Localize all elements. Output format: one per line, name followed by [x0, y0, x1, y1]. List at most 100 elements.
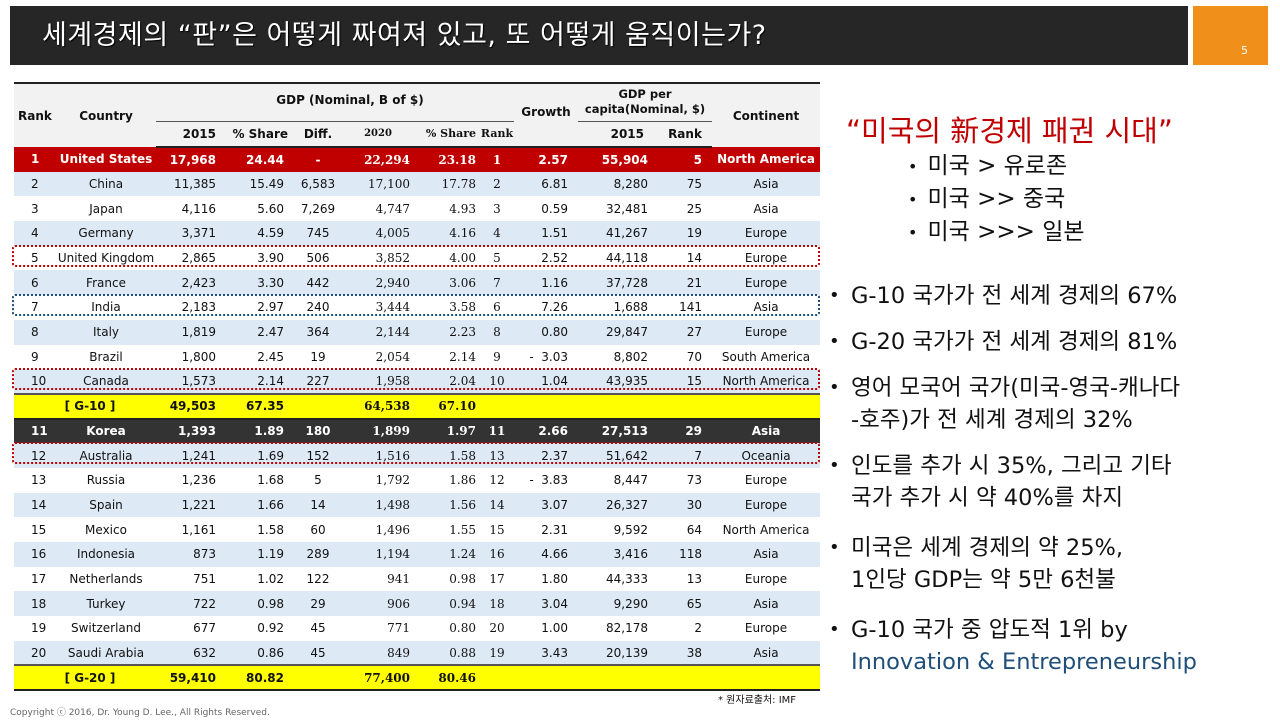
cell-gdp2020: 64,538	[342, 392, 414, 420]
header-rank: Rank	[14, 83, 56, 147]
cell-share2020: 1.86	[414, 467, 480, 493]
cell-growth: 1.80	[514, 566, 578, 592]
cell-country: Brazil	[56, 344, 156, 370]
cell-country: Germany	[56, 221, 156, 246]
cell-share2015: 0.92	[226, 616, 294, 641]
cell-rank: 19	[14, 616, 56, 641]
key-point-line: G-20 국가가 전 세계 경제의 81%	[851, 329, 1178, 355]
table-row-brazil: 9 Brazil 1,800 2.45 19 2,054 2.14 9 - 3.…	[14, 344, 821, 370]
cell-gdp2015: 1,393	[156, 418, 226, 444]
cell-gdp2020: 1,516	[342, 443, 414, 468]
cell-gdp2015: 17,968	[156, 147, 226, 172]
cell-rank: 4	[14, 221, 56, 246]
cell-continent: Asia	[712, 591, 821, 617]
cell-pcrank: 27	[658, 319, 713, 345]
cell-rank2020: 6	[480, 295, 514, 320]
cell-pc2015: 55,904	[578, 147, 658, 172]
cell-gdp2015: 1,161	[156, 517, 226, 542]
cell-continent: North America	[712, 369, 821, 394]
comparison-item: 미국 >> 중국	[908, 183, 1085, 216]
cell-rank: 9	[14, 344, 56, 370]
cell-empty	[294, 392, 342, 420]
header-pc-2015: 2015	[578, 121, 658, 148]
cell-rank2020: 14	[480, 492, 514, 518]
cell-rank: 10	[14, 369, 56, 394]
cell-growth: 3.07	[514, 492, 578, 518]
cell-country: Italy	[56, 319, 156, 345]
headline: “미국의 新경제 패권 시대”	[846, 108, 1173, 150]
cell-share2020: 1.97	[414, 418, 480, 444]
cell-share2020: 2.14	[414, 344, 480, 370]
cell-growth: 1.16	[514, 270, 578, 296]
cell-gdp2020: 849	[342, 640, 414, 666]
table-row-korea: 11 Korea 1,393 1.89 180 1,899 1.97 11 2.…	[14, 418, 821, 444]
cell-pc2015: 27,513	[578, 418, 658, 444]
cell-growth: 6.81	[514, 171, 578, 197]
cell-diff: 152	[294, 443, 342, 468]
cell-share2015: 1.89	[226, 418, 294, 444]
cell-growth: 1.51	[514, 221, 578, 246]
cell-pc2015: 9,592	[578, 517, 658, 542]
comparison-item: 미국 > 유로존	[908, 150, 1085, 183]
cell-gdp2015: 1,819	[156, 319, 226, 345]
cell-pcrank: 19	[658, 221, 713, 246]
table-row-netherlands: 17 Netherlands 751 1.02 122 941 0.98 17 …	[14, 566, 821, 592]
cell-growth: - 3.03	[514, 344, 578, 370]
cell-rank: 5	[14, 245, 56, 271]
cell-pcrank: 73	[658, 467, 713, 493]
key-point: G-20 국가가 전 세계 경제의 81%	[826, 326, 1177, 358]
cell-share2015: 80.82	[226, 664, 294, 692]
cell-continent: Asia	[712, 171, 821, 197]
cell-pcrank: 29	[658, 418, 713, 444]
cell-gdp2020: 3,444	[342, 295, 414, 320]
cell-share2020: 4.93	[414, 196, 480, 222]
cell-pcrank: 5	[658, 147, 713, 172]
cell-rank2020: 11	[480, 418, 514, 444]
source-note: * 원자료출처: IMF	[718, 695, 797, 706]
cell-continent: Europe	[712, 319, 821, 345]
cell-rank: 11	[14, 418, 56, 444]
headline-hanja: 新	[950, 114, 980, 148]
table-row-turkey: 18 Turkey 722 0.98 29 906 0.94 18 3.04 9…	[14, 591, 821, 617]
cell-continent: Asia	[712, 640, 821, 666]
cell-share2015: 0.98	[226, 591, 294, 617]
cell-share2020: 1.55	[414, 517, 480, 542]
cell-growth: 0.80	[514, 319, 578, 345]
cell-gdp2020: 1,958	[342, 369, 414, 394]
table-row-g20-total: [ G-20 ] 59,410 80.82 77,400 80.46	[14, 664, 821, 692]
cell-gdp2020: 1,498	[342, 492, 414, 518]
cell-empty	[514, 392, 578, 420]
key-point: G-10 국가 중 압도적 1위 by Innovation & Entrepr…	[826, 614, 1197, 678]
cell-rank: 15	[14, 517, 56, 542]
cell-pc2015: 8,447	[578, 467, 658, 493]
cell-gdp2020: 1,194	[342, 542, 414, 567]
cell-country: Switzerland	[56, 616, 156, 641]
cell-gdp2015: 1,241	[156, 443, 226, 468]
cell-pcrank: 21	[658, 270, 713, 296]
key-point-line: -호주)가 전 세계 경제의 32%	[851, 407, 1133, 433]
cell-share2020: 1.58	[414, 443, 480, 468]
copyright-text: Copyright ⓒ 2016, Dr. Young D. Lee., All…	[10, 708, 270, 718]
cell-empty	[578, 664, 658, 692]
key-point-line: G-10 국가가 전 세계 경제의 67%	[851, 283, 1178, 309]
cell-pcrank: 70	[658, 344, 713, 370]
cell-continent: Europe	[712, 566, 821, 592]
cell-share2020: 3.06	[414, 270, 480, 296]
table-row-united-states: 1 United States 17,968 24.44 - 22,294 23…	[14, 147, 821, 172]
table-row-indonesia: 16 Indonesia 873 1.19 289 1,194 1.24 16 …	[14, 542, 821, 567]
cell-country: Russia	[56, 467, 156, 493]
cell-empty	[578, 392, 658, 420]
gdp-ranking-table: Rank Country GDP (Nominal, B of $) Growt…	[14, 82, 821, 692]
header-continent: Continent	[712, 83, 821, 147]
cell-diff: 442	[294, 270, 342, 296]
cell-diff: 19	[294, 344, 342, 370]
cell-country: France	[56, 270, 156, 296]
header-share-2020: % Share	[414, 121, 480, 148]
cell-gdp2020: 1,496	[342, 517, 414, 542]
cell-pc2015: 3,416	[578, 542, 658, 567]
cell-empty	[480, 664, 514, 692]
cell-empty	[480, 392, 514, 420]
table-row-italy: 8 Italy 1,819 2.47 364 2,144 2.23 8 0.80…	[14, 319, 821, 345]
cell-diff: 60	[294, 517, 342, 542]
cell-gdp2020: 2,144	[342, 319, 414, 345]
